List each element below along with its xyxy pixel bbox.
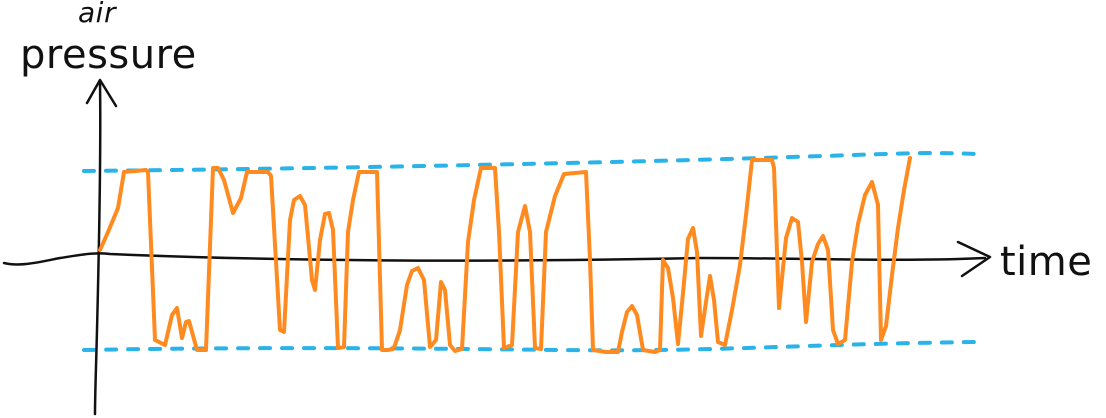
upper-bound-dashed-line [82,151,980,173]
x-axis-label: time [1000,239,1092,285]
time-axis-arrowhead [956,240,992,278]
air-pressure-axis-arrowhead [85,78,118,108]
pressure-waveform [98,156,912,354]
y-axis-label-line2: pressure [20,32,197,78]
y-axis-label-line1: air [78,0,117,29]
lower-bound-dashed-line [82,340,980,353]
time-axis [2,252,987,266]
air-pressure-axis [93,80,102,416]
